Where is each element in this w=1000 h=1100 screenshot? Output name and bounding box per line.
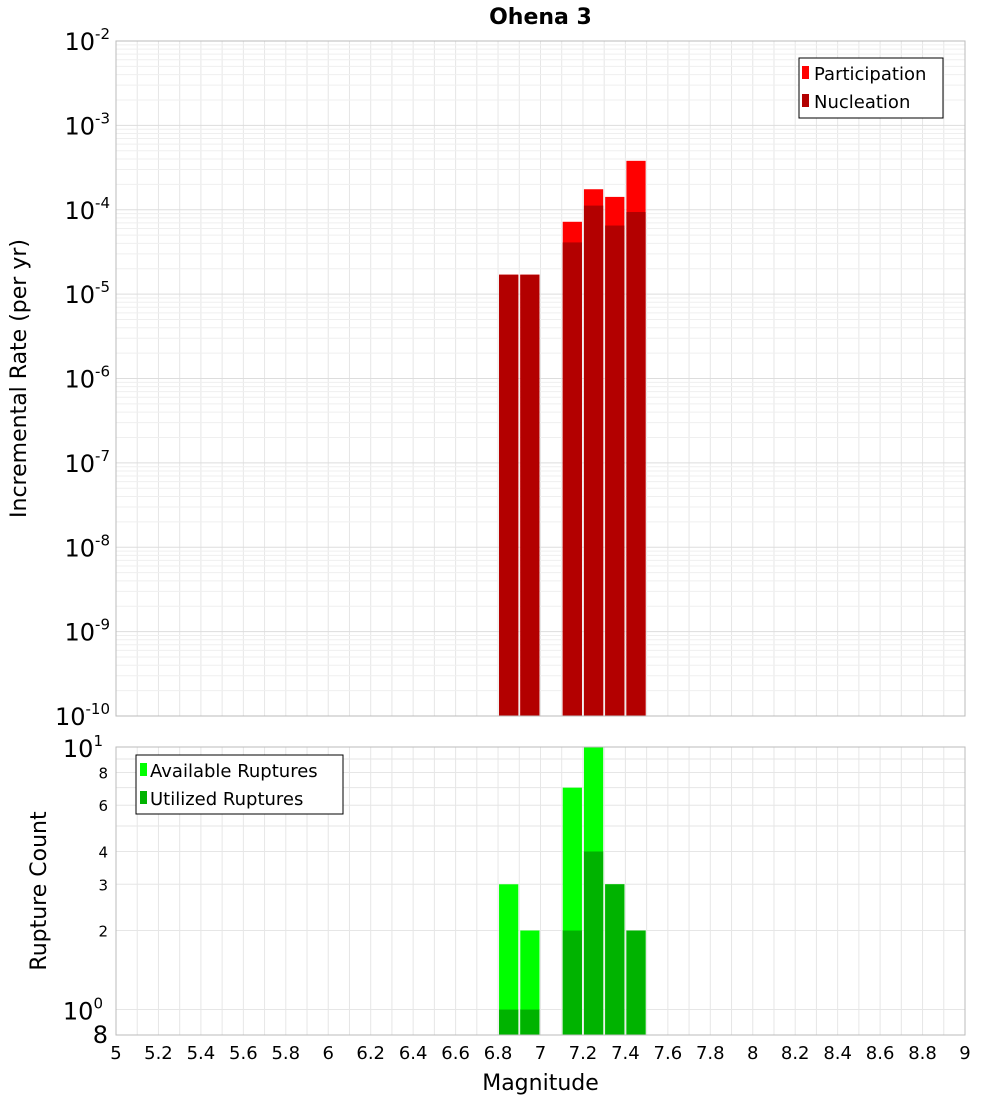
bottom-legend: Available Ruptures Utilized Ruptures bbox=[135, 754, 344, 815]
nucleation-bar bbox=[520, 274, 540, 716]
x-tick-label: 7 bbox=[535, 1043, 546, 1064]
utilized-bar bbox=[499, 1009, 519, 1035]
x-tick-label: 5.6 bbox=[229, 1043, 258, 1064]
x-tick-labels: 5 5.2 5.4 5.6 5.8 6 6.2 6.4 6.6 6.8 7 7.2 7.4 7.6 7.8 8… bbox=[110, 1043, 970, 1064]
top-y-tick-labels: 10-2 10-3 10-4 10-5 10-6 10-7 10-8 10-9 10-10 bbox=[55, 25, 110, 731]
available-bar bbox=[499, 884, 519, 1035]
y-tick-label: 10-5 bbox=[64, 278, 110, 309]
top-legend: Participation Nucleation bbox=[798, 57, 944, 119]
y-minor-tick-label: 8 bbox=[93, 1021, 108, 1049]
utilized-swatch bbox=[140, 791, 147, 804]
x-tick-label: 7.8 bbox=[696, 1043, 725, 1064]
x-tick-label: 6.6 bbox=[441, 1043, 470, 1064]
x-tick-label: 5.8 bbox=[271, 1043, 300, 1064]
y-tick-label: 10-6 bbox=[64, 363, 110, 394]
y-tick-label: 10-10 bbox=[55, 700, 110, 731]
x-tick-label: 8.4 bbox=[823, 1043, 852, 1064]
bottom-plot-frame bbox=[115, 746, 966, 1036]
x-tick-label: 7.4 bbox=[611, 1043, 640, 1064]
y-tick-label: 10-8 bbox=[64, 531, 110, 562]
y-minor-tick-label: 6 bbox=[98, 797, 108, 815]
nucleation-bar bbox=[583, 205, 604, 716]
participation-legend-label: Participation bbox=[814, 64, 926, 85]
x-tick-label: 7.6 bbox=[654, 1043, 683, 1064]
y-minor-tick-label: 8 bbox=[98, 764, 108, 782]
x-tick-label: 8 bbox=[747, 1043, 758, 1064]
nucleation-bar bbox=[626, 212, 646, 716]
bottom-y-axis-label: Rupture Count bbox=[27, 811, 52, 971]
available-bar bbox=[520, 930, 540, 1035]
x-tick-label: 8.8 bbox=[908, 1043, 937, 1064]
y-tick-label: 10-3 bbox=[64, 109, 110, 140]
x-tick-label: 8.2 bbox=[781, 1043, 810, 1064]
top-y-axis-label: Incremental Rate (per yr) bbox=[7, 239, 32, 518]
x-tick-label: 6 bbox=[323, 1043, 334, 1064]
x-tick-label: 5.4 bbox=[187, 1043, 216, 1064]
y-tick-label: 10-2 bbox=[64, 25, 110, 56]
x-tick-label: 6.4 bbox=[399, 1043, 428, 1064]
nucleation-bar bbox=[605, 225, 625, 716]
utilized-bar bbox=[605, 884, 625, 1035]
x-tick-label: 5.2 bbox=[144, 1043, 173, 1064]
nucleation-legend-label: Nucleation bbox=[814, 92, 910, 113]
utilized-bar bbox=[562, 930, 582, 1035]
utilized-bar bbox=[583, 851, 604, 1035]
available-swatch bbox=[140, 763, 147, 776]
x-tick-label: 5 bbox=[110, 1043, 121, 1064]
y-tick-label: 10-4 bbox=[64, 194, 110, 225]
x-tick-label: 6.8 bbox=[484, 1043, 513, 1064]
x-axis-label: Magnitude bbox=[482, 1071, 599, 1096]
x-tick-label: 6.2 bbox=[356, 1043, 385, 1064]
utilized-bars bbox=[499, 851, 646, 1035]
chart-title: Ohena 3 bbox=[489, 5, 592, 30]
y-minor-tick-label: 2 bbox=[98, 923, 108, 941]
utilized-bar bbox=[626, 930, 646, 1035]
utilized-bar bbox=[520, 1009, 540, 1035]
y-tick-label: 10-9 bbox=[64, 616, 110, 647]
utilized-legend-label: Utilized Ruptures bbox=[150, 789, 303, 810]
nucleation-bars bbox=[499, 205, 646, 716]
nucleation-swatch bbox=[802, 94, 809, 107]
y-minor-tick-label: 4 bbox=[98, 843, 108, 861]
top-legend-box bbox=[798, 57, 944, 119]
x-tick-label: 9 bbox=[959, 1043, 970, 1064]
bottom-legend-box bbox=[135, 754, 344, 815]
participation-swatch bbox=[802, 66, 809, 79]
x-tick-label: 7.2 bbox=[569, 1043, 598, 1064]
top-plot-frame bbox=[115, 40, 966, 717]
nucleation-bar bbox=[562, 242, 582, 716]
y-tick-label: 100 bbox=[63, 995, 103, 1026]
y-tick-label: 10-7 bbox=[64, 447, 110, 478]
x-tick-label: 8.6 bbox=[866, 1043, 895, 1064]
nucleation-bar bbox=[499, 274, 519, 716]
y-tick-label: 101 bbox=[63, 732, 103, 763]
y-minor-tick-label: 3 bbox=[98, 876, 108, 894]
top-gridlines bbox=[116, 41, 965, 717]
available-legend-label: Available Ruptures bbox=[150, 761, 318, 782]
